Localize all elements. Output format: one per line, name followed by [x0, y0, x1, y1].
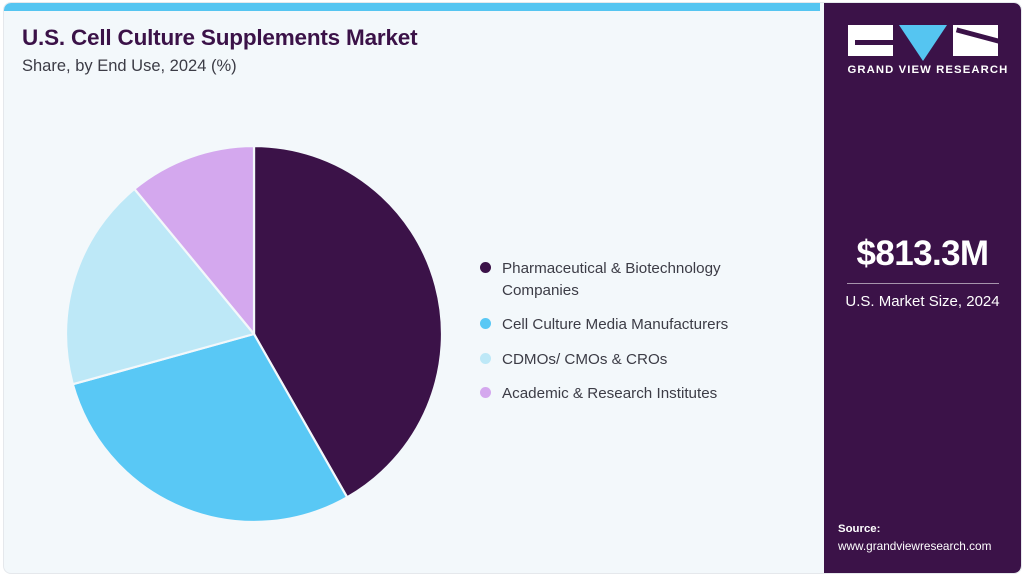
legend-item[interactable]: Pharmaceutical & Biotechnology Companies	[480, 258, 810, 301]
letter-g-icon	[847, 25, 893, 56]
pie-slice	[133, 144, 256, 336]
side-panel: GRAND VIEW RESEARCH $813.3M U.S. Market …	[824, 3, 1021, 573]
top-accent-bar	[4, 3, 820, 11]
letter-v-triangle-icon	[898, 25, 947, 61]
pie-slice	[252, 144, 444, 499]
pie-slice	[64, 187, 256, 386]
gvr-logo-marks	[847, 25, 998, 61]
legend-color-swatch-icon	[480, 262, 491, 273]
legend-item[interactable]: CDMOs/ CMOs & CROs	[480, 349, 810, 371]
pie-chart-svg	[64, 144, 444, 524]
chart-header: U.S. Cell Culture Supplements Market Sha…	[22, 25, 782, 77]
legend-item-label: CDMOs/ CMOs & CROs	[502, 350, 668, 368]
gvr-logo: GRAND VIEW RESEARCH	[847, 25, 1009, 76]
pie-slice	[71, 332, 349, 524]
market-size-label: U.S. Market Size, 2024	[845, 292, 1000, 310]
market-size-stat: $813.3M U.S. Market Size, 2024	[824, 234, 1021, 311]
legend-item[interactable]: Cell Culture Media Manufacturers	[480, 314, 810, 336]
legend-item-label: Pharmaceutical & Biotechnology Companies	[502, 260, 721, 299]
legend-color-swatch-icon	[480, 387, 491, 399]
source-url[interactable]: www.grandviewresearch.com	[838, 538, 992, 553]
logo-wordmark: GRAND VIEW RESEARCH	[847, 64, 1009, 76]
source-title: Source:	[838, 523, 881, 536]
chart-card: U.S. Cell Culture Supplements Market Sha…	[4, 3, 1021, 573]
page-title: U.S. Cell Culture Supplements Market	[22, 25, 418, 50]
legend-item-label: Academic & Research Institutes	[502, 385, 718, 403]
legend-color-swatch-icon	[480, 352, 491, 364]
chart-legend: Pharmaceutical & Biotechnology Companies…	[480, 258, 810, 405]
pie-chart	[59, 139, 449, 529]
legend-color-swatch-icon	[480, 318, 491, 330]
source-block: Source: www.grandviewresearch.com	[838, 521, 1018, 555]
letter-r-icon	[952, 25, 998, 56]
legend-item[interactable]: Academic & Research Institutes	[480, 383, 810, 405]
legend-item-label: Cell Culture Media Manufacturers	[502, 316, 729, 334]
page-subtitle: Share, by End Use, 2024 (%)	[22, 56, 237, 75]
market-size-value: $813.3M	[856, 234, 989, 273]
stat-divider	[846, 282, 999, 284]
